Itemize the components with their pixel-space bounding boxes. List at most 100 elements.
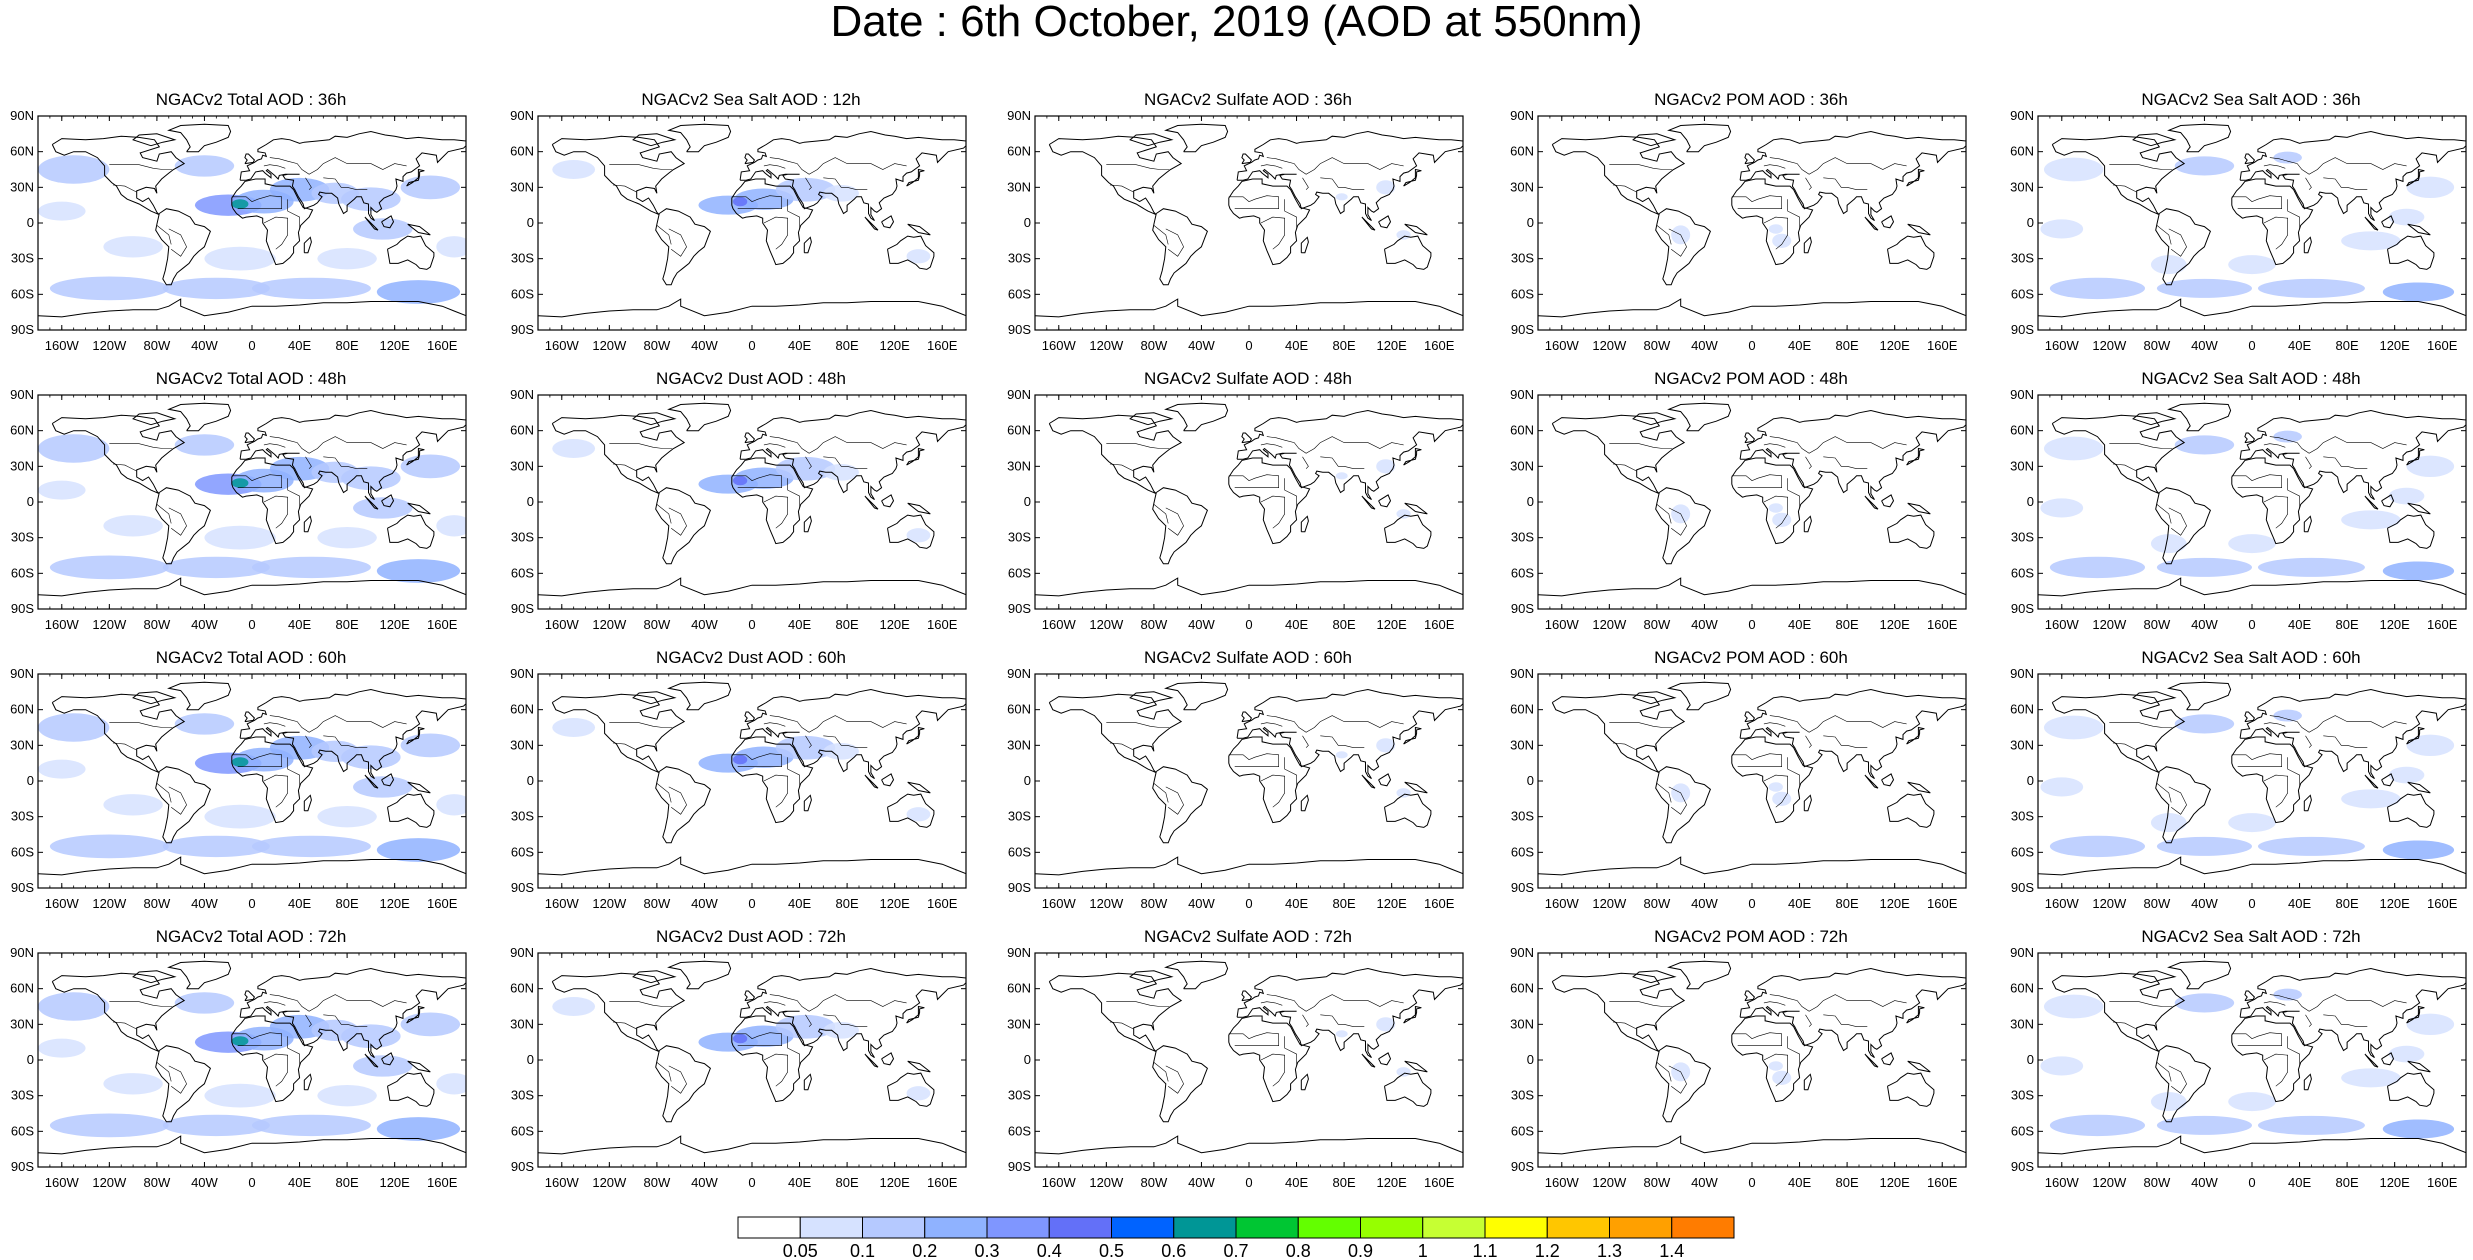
coastline: [1035, 1135, 1463, 1155]
lat-tick-label: 90N: [10, 108, 34, 123]
coastline: [907, 1060, 931, 1073]
country-border: [763, 495, 788, 529]
lon-tick-label: 40W: [691, 896, 718, 911]
coastline: [1378, 773, 1392, 787]
coastline: [239, 967, 466, 1059]
lat-tick-label: 30N: [2010, 737, 2034, 752]
lon-tick-label: 120W: [1592, 617, 1627, 632]
country-border: [612, 742, 637, 751]
lat-tick-label: 30S: [11, 251, 34, 266]
lon-tick-label: 0: [248, 617, 255, 632]
country-border: [2231, 474, 2282, 488]
country-border: [1656, 783, 1672, 803]
map-background: [538, 674, 966, 888]
coastline: [538, 577, 966, 597]
aod-shading: [400, 733, 461, 758]
lat-tick-label: 30S: [2011, 251, 2034, 266]
lat-tick-label: 30S: [11, 530, 34, 545]
coastline: [407, 502, 431, 515]
country-border: [769, 994, 907, 1012]
coastline: [1538, 1135, 1966, 1155]
lat-tick-label: 60S: [1511, 1123, 1534, 1138]
coastline: [1731, 457, 1814, 545]
aod-shading: [2040, 219, 2084, 239]
coastline: [1129, 970, 1174, 984]
coastline: [1403, 726, 1422, 745]
lat-tick-label: 30N: [10, 458, 34, 473]
lat-tick-label: 90N: [10, 387, 34, 402]
coastline: [1164, 123, 1229, 153]
coastline: [1300, 515, 1309, 533]
aod-shading: [2388, 487, 2425, 505]
country-border: [2269, 715, 2407, 733]
lon-tick-label: 40W: [191, 1175, 218, 1190]
lat-tick-label: 90S: [511, 1159, 534, 1174]
aod-shading: [1396, 230, 1411, 240]
coastline: [407, 223, 431, 236]
coastline: [2244, 432, 2256, 444]
country-border: [1612, 742, 1637, 751]
lon-tick-label: 0: [1245, 338, 1252, 353]
lat-tick-label: 90N: [1510, 108, 1534, 123]
lon-tick-label: 80E: [1836, 896, 1859, 911]
aod-shading: [2228, 813, 2276, 833]
coastline: [167, 402, 232, 432]
country-border: [109, 722, 173, 728]
coastline: [38, 298, 466, 318]
map-panel: NGACv2 POM AOD : 48h 90N 60N 30N 0 30S 60S 90S 1…: [1500, 367, 1967, 637]
coastline: [2387, 1072, 2435, 1107]
aod-shading: [353, 218, 413, 240]
aod-shading: [823, 463, 859, 481]
coastline: [1048, 414, 1183, 495]
lon-tick-label: 120W: [92, 617, 127, 632]
country-border: [1153, 225, 1169, 245]
lat-tick-label: 90S: [1008, 601, 1031, 616]
coastline: [1361, 1053, 1376, 1068]
lon-tick-label: 80W: [1141, 1175, 1168, 1190]
country-border: [112, 463, 137, 472]
coastline: [1655, 208, 1712, 286]
coastline: [2364, 216, 2379, 231]
country-border: [1656, 1062, 1672, 1082]
coastline: [2231, 457, 2314, 545]
lat-tick-label: 90N: [1510, 387, 1534, 402]
lat-tick-label: 60N: [10, 144, 34, 159]
aod-shading: [231, 1036, 249, 1046]
lon-tick-label: 0: [1748, 1175, 1755, 1190]
lat-tick-label: 90S: [11, 601, 34, 616]
coastline: [1887, 793, 1935, 828]
lat-tick-label: 60S: [1008, 565, 1031, 580]
lat-tick-label: 30S: [11, 1088, 34, 1103]
coastline: [38, 856, 466, 876]
aod-shading: [400, 454, 461, 479]
lon-tick-label: 80W: [644, 338, 671, 353]
lat-tick-label: 30S: [2011, 1088, 2034, 1103]
coastline: [1744, 990, 1756, 1002]
panel-title: NGACv2 Total AOD : 48h: [155, 369, 347, 388]
coastline: [2132, 133, 2177, 147]
coastline: [2239, 130, 2466, 222]
coastline: [2364, 1053, 2379, 1068]
coastline: [364, 495, 379, 510]
country-border: [668, 786, 687, 815]
map-background: [1035, 953, 1463, 1167]
lon-tick-label: 40E: [788, 338, 811, 353]
country-border: [1266, 994, 1404, 1012]
lat-tick-label: 60S: [511, 565, 534, 580]
lon-tick-label: 40W: [191, 338, 218, 353]
coastline: [2364, 774, 2379, 789]
coastline: [1241, 990, 1253, 1002]
country-border: [231, 1032, 282, 1046]
lon-tick-label: 160W: [1042, 896, 1077, 911]
coastline: [1887, 235, 1935, 270]
coastline: [132, 133, 177, 147]
country-border: [2287, 1036, 2300, 1066]
country-border: [731, 474, 782, 488]
lon-tick-label: 160W: [1545, 1175, 1580, 1190]
lon-tick-label: 160E: [427, 1175, 458, 1190]
aod-shading: [2382, 840, 2455, 860]
country-border: [109, 443, 173, 449]
map-panel: NGACv2 Sea Salt AOD : 48h 90N 60N 30N 0 30S 60…: [2000, 367, 2467, 637]
lat-tick-label: 60S: [2011, 565, 2034, 580]
coastline: [407, 781, 431, 794]
